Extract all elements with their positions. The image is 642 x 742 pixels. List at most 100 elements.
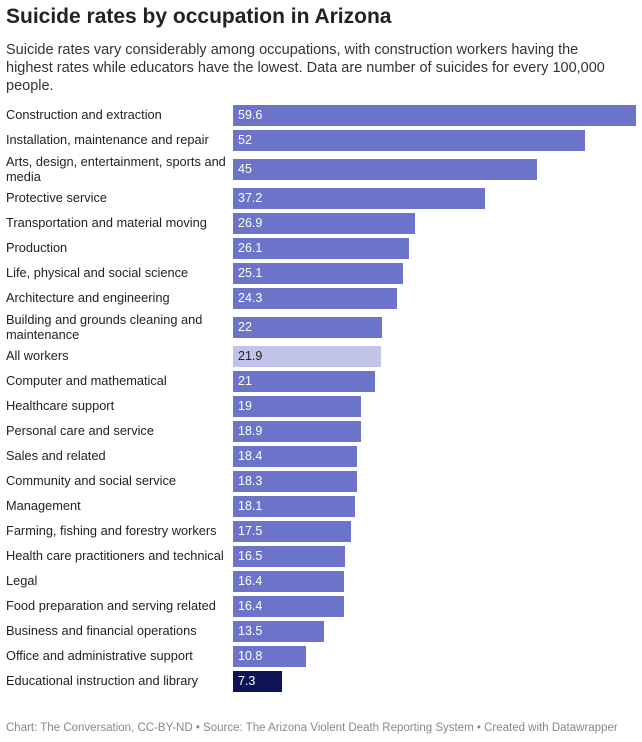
bar-row: Community and social service 18.3 [0,471,642,492]
value-label: 45 [238,162,252,176]
bar-row: Computer and mathematical 21 [0,371,642,392]
bar [233,446,358,467]
bar [233,496,356,517]
bar-track: 16.4 [233,571,642,592]
bar-row: Life, physical and social science 25.1 [0,263,642,284]
bar [233,130,585,151]
category-label: Office and administrative support [6,648,193,664]
bar [233,213,415,234]
category-label: Building and grounds cleaning and mainte… [6,312,203,342]
bar-track: 21 [233,371,642,392]
bar-track: 25.1 [233,263,642,284]
category-label: Food preparation and serving related [6,598,216,614]
bar-track: 45 [233,159,642,180]
category-label: Community and social service [6,473,176,489]
value-label: 7.3 [238,674,256,688]
bar-row: Health care practitioners and technical 1… [0,546,642,567]
value-label: 22 [238,320,252,334]
bar-track: 26.1 [233,238,642,259]
bar-track: 59.6 [233,105,642,126]
value-label: 18.3 [238,474,263,488]
category-label: Management [6,498,81,514]
category-label: Protective service [6,190,107,206]
value-label: 24.3 [238,291,263,305]
category-label: Farming, fishing and forestry workers [6,523,217,539]
category-label: Life, physical and social science [6,265,189,281]
bar-row: Transportation and material moving 26.9 [0,213,642,234]
bar-row: Building and grounds cleaning and mainte… [0,312,642,342]
bar-track: 26.9 [233,213,642,234]
bar-row: Healthcare support 19 [0,396,642,417]
bar-row: Architecture and engineering 24.3 [0,288,642,309]
category-label: Business and financial operations [6,623,197,639]
value-label: 18.4 [238,449,263,463]
category-label: Production [6,240,68,256]
bar-track: 18.1 [233,496,642,517]
value-label: 25.1 [238,266,263,280]
value-label: 13.5 [238,624,263,638]
bar-row: Legal 16.4 [0,571,642,592]
bar-track: 18.4 [233,446,642,467]
bar [233,471,357,492]
value-label: 26.1 [238,241,263,255]
bar-track: 19 [233,396,642,417]
bar-track: 37.2 [233,188,642,209]
bar [233,521,352,542]
bar-row: Food preparation and serving related 16.4 [0,596,642,617]
value-label: 21.9 [238,349,263,363]
bar-track: 21.9 [233,346,642,367]
category-label: Arts, design, entertainment, sports and … [6,154,226,184]
bar-row: Arts, design, entertainment, sports and … [0,154,642,184]
bar [233,421,361,442]
bar-row: Sales and related 18.4 [0,446,642,467]
bar [233,238,410,259]
bar [233,263,403,284]
category-label: Healthcare support [6,398,115,414]
value-label: 10.8 [238,649,263,663]
bar [233,105,636,126]
bar [233,571,344,592]
bar-track: 18.3 [233,471,642,492]
bar-track: 16.5 [233,546,642,567]
category-label: Sales and related [6,448,106,464]
value-label: 18.9 [238,424,263,438]
bar-row: Construction and extraction 59.6 [0,105,642,126]
value-label: 59.6 [238,108,263,122]
chart-subtitle: Suicide rates vary considerably among oc… [6,42,605,94]
bar-row: Protective service 37.2 [0,188,642,209]
bar-row: All workers 21.9 [0,346,642,367]
value-label: 16.4 [238,574,263,588]
bar [233,317,382,338]
value-label: 16.5 [238,549,263,563]
value-label: 37.2 [238,191,263,205]
category-label: Educational instruction and library [6,673,199,689]
bar-row: Office and administrative support 10.8 [0,646,642,667]
value-label: 16.4 [238,599,263,613]
bar [233,671,283,692]
bar-row: Installation, maintenance and repair 52 [0,130,642,151]
bar-row: Production 26.1 [0,238,642,259]
bar-track: 16.4 [233,596,642,617]
bar [233,596,344,617]
bar [233,646,307,667]
value-label: 26.9 [238,216,263,230]
bar [233,188,485,209]
value-label: 19 [238,399,252,413]
category-label: All workers [6,348,69,364]
category-label: Architecture and engineering [6,290,170,306]
bar-row: Educational instruction and library 7.3 [0,671,642,692]
bar [233,159,538,180]
category-label: Installation, maintenance and repair [6,132,209,148]
bar-row: Business and financial operations 13.5 [0,621,642,642]
category-label: Personal care and service [6,423,154,439]
category-label: Health care practitioners and technical [6,548,224,564]
bar-track: 52 [233,130,642,151]
bar-track: 24.3 [233,288,642,309]
bar [233,621,325,642]
chart-title: Suicide rates by occupation in Arizona [6,5,392,28]
bar-chart: Construction and extraction 59.6 Installat… [0,105,642,696]
bar [233,396,362,417]
bar-track: 18.9 [233,421,642,442]
bar [233,346,382,367]
value-label: 21 [238,374,252,388]
